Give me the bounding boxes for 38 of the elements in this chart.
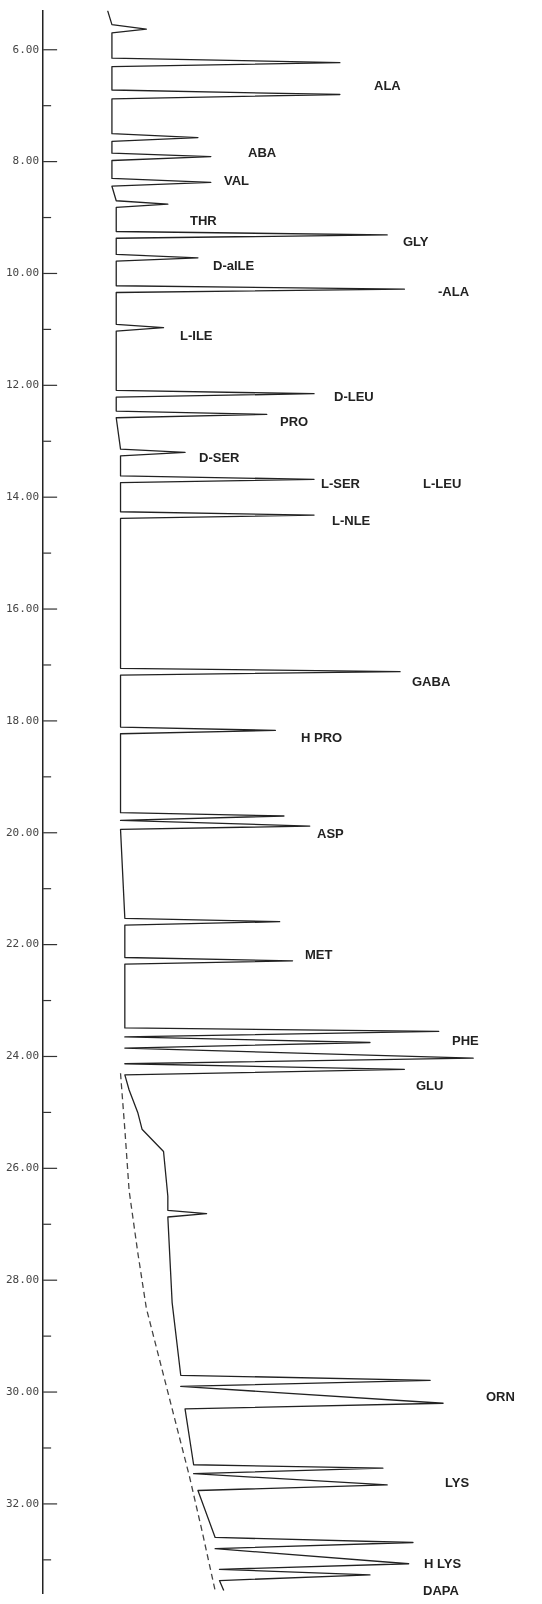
annotation: GLY <box>403 233 429 249</box>
y-tick-label: 18.00 <box>5 713 40 727</box>
annotation: MET <box>305 946 333 962</box>
annotation: ABA <box>248 144 277 160</box>
y-tick-label: 8.00 <box>12 154 40 168</box>
annotation: L-LEU <box>423 475 462 491</box>
y-tick-label: 20.00 <box>5 825 40 839</box>
annotation: PHE <box>452 1032 480 1048</box>
y-tick-label: 28.00 <box>5 1273 40 1287</box>
annotation: VAL <box>224 172 250 188</box>
annotation: LYS <box>445 1474 470 1490</box>
annotation: D-aILE <box>213 257 255 273</box>
text: ORN <box>486 1388 515 1404</box>
annotation: THR <box>190 212 218 228</box>
y-tick-label: 6.00 <box>12 42 40 56</box>
annotation: D-LEU <box>334 388 374 404</box>
y-tick-label: 32.00 <box>5 1496 40 1510</box>
annotation: L-SER <box>321 475 361 491</box>
y-tick-label: 12.00 <box>5 378 40 392</box>
y-tick-label: 10.00 <box>5 266 40 280</box>
y-tick-label: 24.00 <box>5 1049 40 1063</box>
annotation: ALA <box>374 77 402 93</box>
annotation: L-ILE <box>180 327 213 343</box>
annotation: DAPA <box>423 1582 460 1598</box>
annotation: L-NLE <box>332 512 371 528</box>
annotation: GABA <box>412 673 451 689</box>
y-tick-label: 16.00 <box>5 601 40 615</box>
y-tick-label: 14.00 <box>5 490 40 504</box>
y-tick-label: 26.00 <box>5 1161 40 1175</box>
annotation: H PRO <box>301 729 343 745</box>
annotation: GLU <box>416 1077 444 1093</box>
annotation: D-SER <box>199 449 241 465</box>
y-tick-label: 22.00 <box>5 937 40 951</box>
annotation: ASP <box>317 825 345 841</box>
y-tick-label: 30.00 <box>5 1384 40 1398</box>
annotation: -ALA <box>438 283 470 299</box>
annotation: PRO <box>280 413 309 429</box>
annotation: H LYS <box>424 1555 462 1571</box>
